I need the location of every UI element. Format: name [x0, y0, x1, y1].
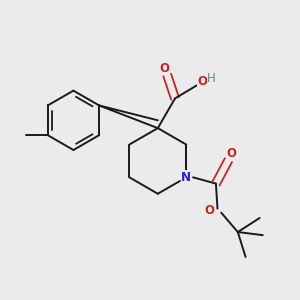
Text: O: O	[197, 75, 208, 88]
Text: N: N	[181, 171, 191, 184]
Text: O: O	[205, 204, 215, 217]
Text: H: H	[207, 72, 216, 85]
Text: O: O	[226, 147, 236, 160]
Text: O: O	[160, 61, 170, 75]
